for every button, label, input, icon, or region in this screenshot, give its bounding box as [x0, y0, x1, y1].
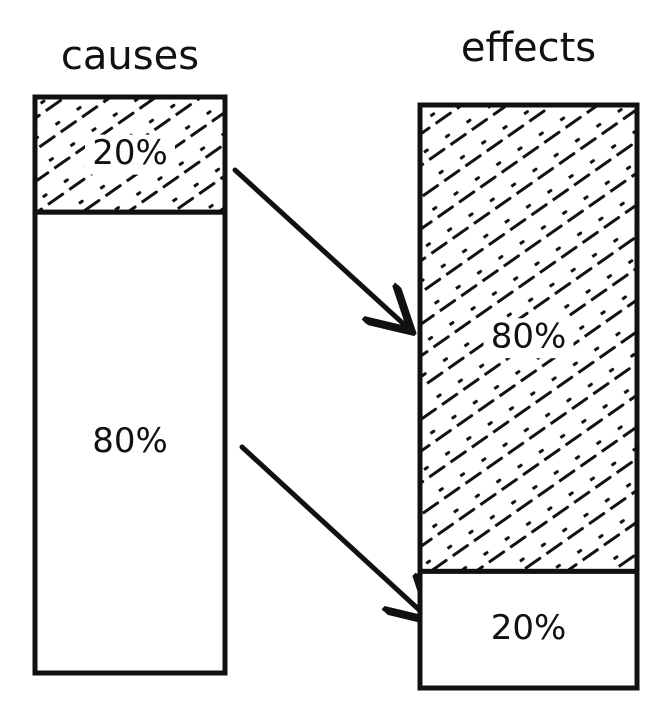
label-backdrop: [483, 318, 574, 359]
segment: [417, 568, 640, 691]
segment: [32, 209, 228, 676]
arrow: [239, 444, 428, 618]
label-backdrop: [85, 134, 175, 175]
arrow: [232, 167, 408, 328]
segment-label: 80%: [92, 421, 168, 461]
segment-label: 80%: [491, 317, 567, 357]
segment-label: 20%: [491, 608, 567, 648]
column-title: causes: [61, 33, 199, 79]
column-title: effects: [461, 25, 596, 71]
segment-label: 20%: [92, 133, 168, 173]
